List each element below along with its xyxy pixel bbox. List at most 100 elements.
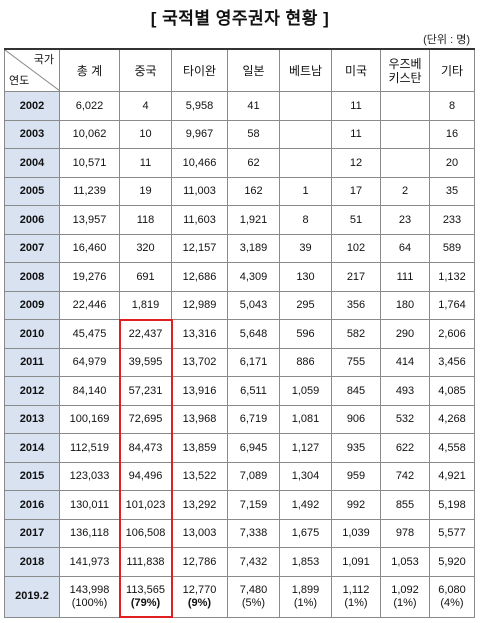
value-cell: 5,577	[429, 518, 475, 548]
value-cell: 1	[279, 176, 332, 206]
value-cell: 2	[380, 176, 430, 206]
value-cell: 12,686	[171, 262, 228, 292]
year-cell: 2005	[4, 176, 60, 206]
value-cell: 13,003	[171, 518, 228, 548]
year-cell: 2014	[4, 433, 60, 463]
value-cell: 62	[227, 148, 280, 178]
diagonal-divider	[5, 50, 60, 91]
page-title: [ 국적별 영주권자 현황 ]	[150, 9, 330, 28]
year-cell: 2004	[4, 148, 60, 178]
value-cell: 1,112 (1%)	[331, 575, 381, 618]
value-cell: 19	[119, 176, 172, 206]
value-cell: 162	[227, 176, 280, 206]
table-row: 2013 100,169 72,695 13,968 6,719 1,081 906 532 4…	[4, 404, 475, 434]
value-cell: 6,080 (4%)	[429, 575, 475, 618]
value-cell: 5,958	[171, 91, 228, 121]
value-text: 6,080	[438, 583, 466, 596]
value-cell: 11,603	[171, 205, 228, 235]
value-cell: 7,480 (5%)	[227, 575, 280, 618]
year-cell: 2015	[4, 461, 60, 491]
value-cell: 130,011	[59, 490, 120, 520]
year-cell: 2002	[4, 91, 60, 121]
value-cell: 11	[331, 91, 381, 121]
percent-text: (1%)	[393, 596, 417, 609]
table-row: 2003 10,062 10 9,967 58 11 16	[4, 119, 475, 149]
value-cell: 45,475	[59, 319, 120, 349]
value-cell: 742	[380, 461, 430, 491]
value-cell: 64	[380, 233, 430, 263]
table-row: 2015 123,033 94,496 13,522 7,089 1,304 959 742 4…	[4, 461, 475, 491]
percent-text: (100%)	[71, 596, 108, 609]
table-row: 2005 11,239 19 11,003 162 1 17 2 35	[4, 176, 475, 206]
year-cell: 2011	[4, 347, 60, 377]
value-cell: 1,675	[279, 518, 332, 548]
value-cell: 84,473	[119, 433, 172, 463]
value-cell: 6,511	[227, 376, 280, 406]
value-cell: 622	[380, 433, 430, 463]
year-cell: 2009	[4, 290, 60, 320]
value-cell: 111,838	[119, 547, 172, 577]
value-cell: 1,127	[279, 433, 332, 463]
value-cell: 1,819	[119, 290, 172, 320]
corner-year-label: 연도	[9, 75, 30, 87]
value-cell: 4,268	[429, 404, 475, 434]
value-cell: 886	[279, 347, 332, 377]
value-cell: 1,492	[279, 490, 332, 520]
value-cell: 6,022	[59, 91, 120, 121]
value-cell: 532	[380, 404, 430, 434]
table-row: 2011 64,979 39,595 13,702 6,171 886 755 414 3,45…	[4, 347, 475, 377]
percent-text: (79%)	[130, 596, 161, 609]
value-cell: 13,522	[171, 461, 228, 491]
value-cell: 22,437	[119, 319, 172, 349]
value-cell: 118	[119, 205, 172, 235]
column-header: 미국	[331, 48, 381, 92]
value-cell: 13,916	[171, 376, 228, 406]
value-cell: 12,770 (9%)	[171, 575, 228, 618]
value-cell: 13,859	[171, 433, 228, 463]
value-cell: 493	[380, 376, 430, 406]
year-cell: 2007	[4, 233, 60, 263]
value-cell: 1,132	[429, 262, 475, 292]
value-cell: 94,496	[119, 461, 172, 491]
value-cell: 19,276	[59, 262, 120, 292]
percent-text: (5%)	[241, 596, 266, 609]
value-cell: 51	[331, 205, 381, 235]
column-header: 타이완	[171, 48, 228, 92]
value-cell: 1,092 (1%)	[380, 575, 430, 618]
value-cell: 106,508	[119, 518, 172, 548]
table-row: 2008 19,276 691 12,686 4,309 130 217 111 1,132	[4, 262, 475, 292]
column-header: 일본	[227, 48, 280, 92]
value-cell: 123,033	[59, 461, 120, 491]
value-cell: 845	[331, 376, 381, 406]
value-cell: 10	[119, 119, 172, 149]
table-row: 2018 141,973 111,838 12,786 7,432 1,853 1,091 1…	[4, 547, 475, 577]
value-cell: 992	[331, 490, 381, 520]
value-cell: 11,239	[59, 176, 120, 206]
value-cell: 217	[331, 262, 381, 292]
year-cell: 2003	[4, 119, 60, 149]
value-cell: 20	[429, 148, 475, 178]
value-cell: 5,648	[227, 319, 280, 349]
value-cell: 4,921	[429, 461, 475, 491]
year-cell: 2010	[4, 319, 60, 349]
value-cell: 64,979	[59, 347, 120, 377]
value-cell: 6,945	[227, 433, 280, 463]
value-cell: 356	[331, 290, 381, 320]
table-row: 2006 13,957 118 11,603 1,921 8 51 23 233	[4, 205, 475, 235]
value-cell: 320	[119, 233, 172, 263]
year-cell: 2012	[4, 376, 60, 406]
value-cell	[380, 148, 430, 178]
table-body: 2002 6,022 4 5,958 41 11 8 2003 10,062 10 9,967 58 1…	[4, 91, 475, 618]
year-cell: 2008	[4, 262, 60, 292]
value-cell: 5,043	[227, 290, 280, 320]
value-cell: 1,764	[429, 290, 475, 320]
value-cell: 295	[279, 290, 332, 320]
value-cell: 112,519	[59, 433, 120, 463]
value-cell: 57,231	[119, 376, 172, 406]
value-cell: 978	[380, 518, 430, 548]
value-text: 1,092	[391, 583, 419, 596]
value-cell: 1,059	[279, 376, 332, 406]
value-cell: 11	[119, 148, 172, 178]
value-cell: 12,989	[171, 290, 228, 320]
value-cell: 100,169	[59, 404, 120, 434]
